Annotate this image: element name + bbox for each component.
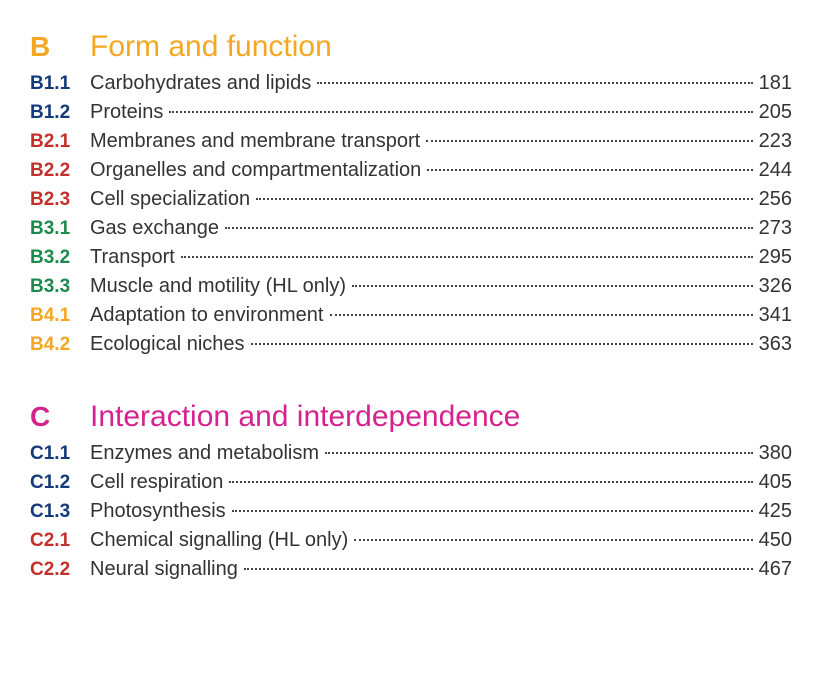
toc-page-number: 341 bbox=[755, 304, 792, 327]
toc-page-number: 326 bbox=[755, 275, 792, 298]
toc-code: B3.3 bbox=[30, 276, 90, 298]
toc-code: B2.1 bbox=[30, 131, 90, 153]
toc-leader-dots bbox=[330, 314, 753, 316]
toc-code: C1.3 bbox=[30, 501, 90, 523]
toc-title: Photosynthesis bbox=[90, 500, 230, 523]
toc-code: B4.2 bbox=[30, 334, 90, 356]
section-gap bbox=[30, 362, 792, 390]
section-letter: B bbox=[30, 31, 90, 63]
toc-row: C2.2 Neural signalling 467 bbox=[30, 558, 792, 581]
section-letter: C bbox=[30, 401, 90, 433]
toc-code: B4.1 bbox=[30, 305, 90, 327]
toc-page-number: 405 bbox=[755, 471, 792, 494]
toc-title: Neural signalling bbox=[90, 558, 242, 581]
toc-row: B3.3 Muscle and motility (HL only) 326 bbox=[30, 275, 792, 298]
toc-row: C2.1 Chemical signalling (HL only) 450 bbox=[30, 529, 792, 552]
toc-row: B4.1 Adaptation to environment 341 bbox=[30, 304, 792, 327]
toc-page-number: 256 bbox=[755, 188, 792, 211]
toc-title: Cell respiration bbox=[90, 471, 227, 494]
toc-leader-dots bbox=[244, 568, 753, 570]
toc-row: B1.2 Proteins 205 bbox=[30, 101, 792, 124]
toc-row: B1.1 Carbohydrates and lipids 181 bbox=[30, 72, 792, 95]
toc-leader-dots bbox=[354, 539, 752, 541]
toc-row: B3.1 Gas exchange 273 bbox=[30, 217, 792, 240]
toc-leader-dots bbox=[232, 510, 753, 512]
toc-page: B Form and function B1.1 Carbohydrates a… bbox=[0, 0, 832, 617]
toc-page-number: 205 bbox=[755, 101, 792, 124]
toc-title: Enzymes and metabolism bbox=[90, 442, 323, 465]
toc-code: B2.3 bbox=[30, 189, 90, 211]
toc-leader-dots bbox=[325, 452, 753, 454]
toc-title: Muscle and motility (HL only) bbox=[90, 275, 350, 298]
section-heading: C Interaction and interdependence bbox=[30, 400, 792, 434]
toc-code: C2.2 bbox=[30, 559, 90, 581]
toc-leader-dots bbox=[426, 140, 752, 142]
toc-code: B3.2 bbox=[30, 247, 90, 269]
toc-row: C1.1 Enzymes and metabolism 380 bbox=[30, 442, 792, 465]
toc-title: Adaptation to environment bbox=[90, 304, 328, 327]
toc-leader-dots bbox=[181, 256, 753, 258]
toc-leader-dots bbox=[251, 343, 753, 345]
toc-row: B3.2 Transport 295 bbox=[30, 246, 792, 269]
toc-page-number: 363 bbox=[755, 333, 792, 356]
toc-leader-dots bbox=[427, 169, 752, 171]
toc-code: C2.1 bbox=[30, 530, 90, 552]
toc-code: C1.2 bbox=[30, 472, 90, 494]
toc-code: B3.1 bbox=[30, 218, 90, 240]
toc-code: B1.2 bbox=[30, 102, 90, 124]
toc-title: Membranes and membrane transport bbox=[90, 130, 424, 153]
toc-leader-dots bbox=[317, 82, 752, 84]
toc-page-number: 467 bbox=[755, 558, 792, 581]
toc-row: C1.2 Cell respiration 405 bbox=[30, 471, 792, 494]
toc-page-number: 425 bbox=[755, 500, 792, 523]
toc-page-number: 380 bbox=[755, 442, 792, 465]
section-heading: B Form and function bbox=[30, 30, 792, 64]
section-title: Form and function bbox=[90, 30, 332, 64]
toc-title: Cell specialization bbox=[90, 188, 254, 211]
toc-page-number: 181 bbox=[755, 72, 792, 95]
toc-code: C1.1 bbox=[30, 443, 90, 465]
toc-row: C1.3 Photosynthesis 425 bbox=[30, 500, 792, 523]
toc-leader-dots bbox=[352, 285, 753, 287]
section-title: Interaction and interdependence bbox=[90, 400, 520, 434]
toc-leader-dots bbox=[169, 111, 752, 113]
toc-row: B4.2 Ecological niches 363 bbox=[30, 333, 792, 356]
toc-row: B2.2 Organelles and compartmentalization… bbox=[30, 159, 792, 182]
toc-page-number: 244 bbox=[755, 159, 792, 182]
toc-title: Ecological niches bbox=[90, 333, 249, 356]
toc-page-number: 295 bbox=[755, 246, 792, 269]
toc-title: Gas exchange bbox=[90, 217, 223, 240]
toc-title: Carbohydrates and lipids bbox=[90, 72, 315, 95]
toc-title: Chemical signalling (HL only) bbox=[90, 529, 352, 552]
toc-code: B2.2 bbox=[30, 160, 90, 182]
toc-leader-dots bbox=[225, 227, 753, 229]
toc-title: Transport bbox=[90, 246, 179, 269]
toc-page-number: 223 bbox=[755, 130, 792, 153]
toc-page-number: 450 bbox=[755, 529, 792, 552]
toc-leader-dots bbox=[256, 198, 753, 200]
toc-row: B2.1 Membranes and membrane transport 22… bbox=[30, 130, 792, 153]
toc-title: Proteins bbox=[90, 101, 167, 124]
toc-page-number: 273 bbox=[755, 217, 792, 240]
toc-title: Organelles and compartmentalization bbox=[90, 159, 425, 182]
toc-leader-dots bbox=[229, 481, 752, 483]
toc-row: B2.3 Cell specialization 256 bbox=[30, 188, 792, 211]
toc-code: B1.1 bbox=[30, 73, 90, 95]
